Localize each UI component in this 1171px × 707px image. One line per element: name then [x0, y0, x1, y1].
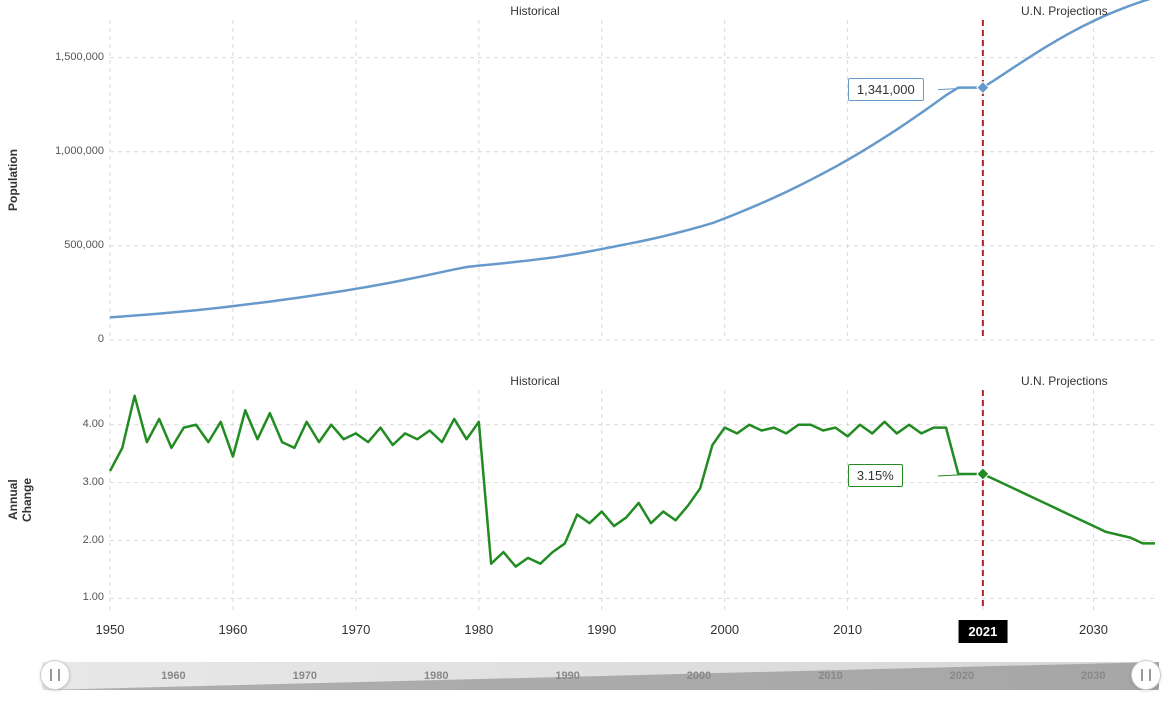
- timeline-tick: 1980: [424, 670, 448, 682]
- annual-change-marker: [977, 468, 989, 480]
- annual-change-svg: [0, 0, 1171, 615]
- timeline-tick: 2030: [1081, 670, 1105, 682]
- x-tick-label: 1990: [587, 622, 616, 637]
- x-tick-label: 2000: [710, 622, 739, 637]
- annual-change-ytick: 1.00: [83, 591, 104, 603]
- x-tick-label: 1950: [96, 622, 125, 637]
- timeline-scrubber[interactable]: 1960 1970 1980 1990 2000 2010 2020 2030: [42, 662, 1159, 690]
- timeline-handle-right[interactable]: [1131, 660, 1161, 690]
- timeline-tick: 2010: [818, 670, 842, 682]
- annual-change-y-title: Annual Change: [6, 460, 34, 540]
- x-tick-label: 2010: [833, 622, 862, 637]
- x-tick-label: 1960: [218, 622, 247, 637]
- timeline-tick: 1990: [555, 670, 579, 682]
- timeline-tick: 2020: [950, 670, 974, 682]
- current-year-badge: 2021: [958, 620, 1007, 643]
- annual-change-ytick: 4.00: [83, 418, 104, 430]
- annual-change-ytick: 3.00: [83, 476, 104, 488]
- timeline-tick: 1970: [293, 670, 317, 682]
- annual-change-callout: 3.15%: [848, 464, 903, 487]
- historical-label: Historical: [510, 374, 559, 388]
- timeline-tick: 2000: [687, 670, 711, 682]
- x-tick-label: 1970: [341, 622, 370, 637]
- x-tick-label: 2030: [1079, 622, 1108, 637]
- timeline-tick: 1960: [161, 670, 185, 682]
- projections-label: U.N. Projections: [1021, 374, 1108, 388]
- x-tick-label: 1980: [464, 622, 493, 637]
- timeline-handle-left[interactable]: [40, 660, 70, 690]
- annual-change-ytick: 2.00: [83, 534, 104, 546]
